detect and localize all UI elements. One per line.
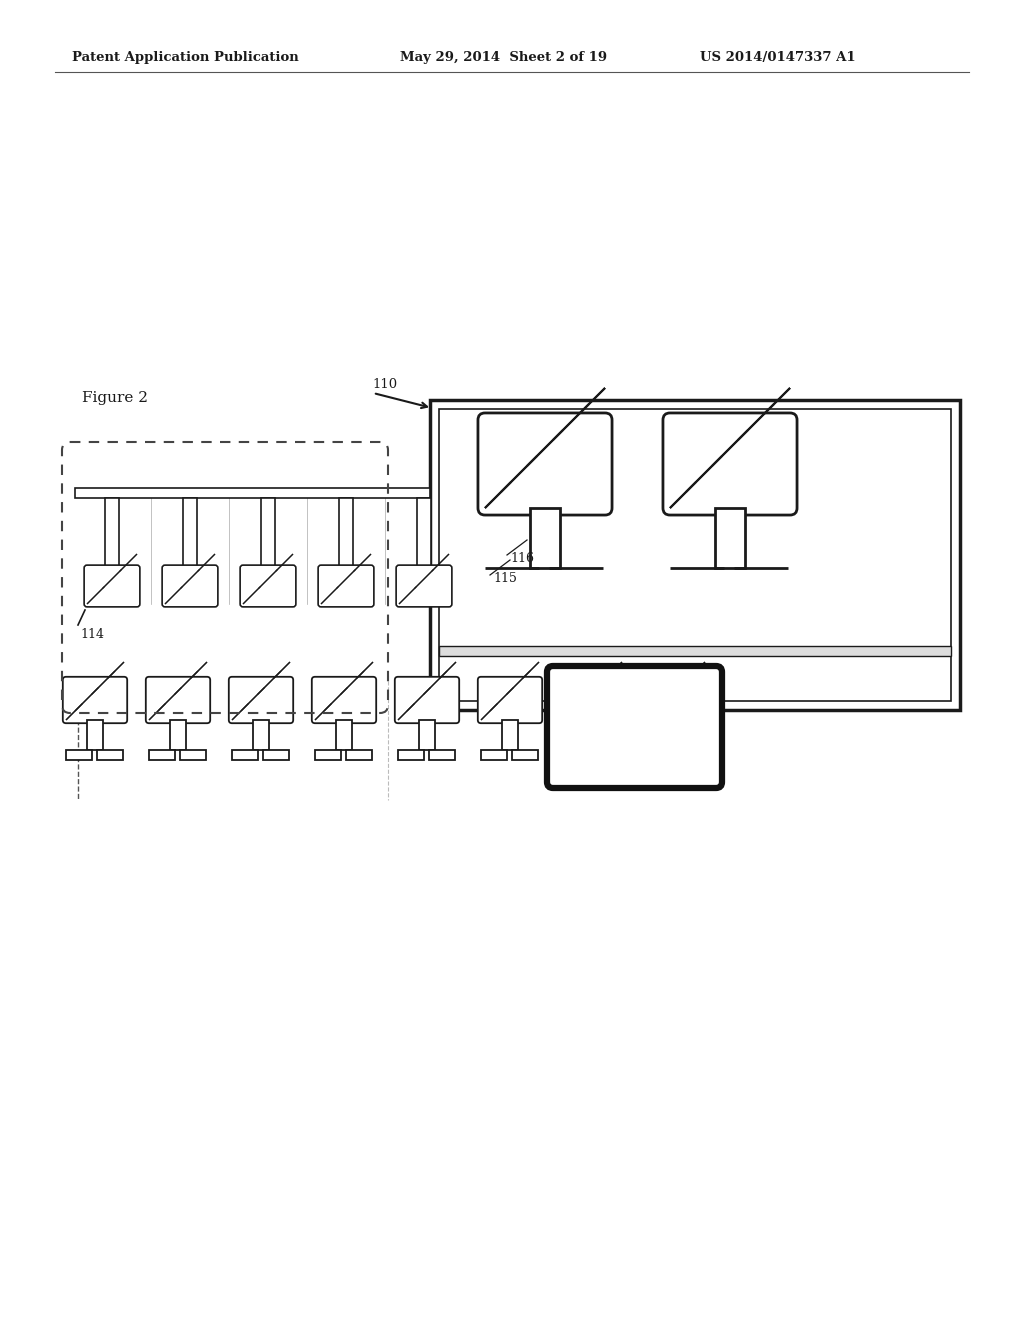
FancyBboxPatch shape (478, 677, 542, 723)
Bar (429, 750, 455, 760)
Text: 110: 110 (372, 379, 397, 392)
Bar (75, 488, 430, 498)
FancyBboxPatch shape (561, 677, 626, 723)
Bar (183, 498, 197, 568)
Bar (678, 750, 705, 760)
Bar (595, 750, 621, 760)
Bar (564, 750, 590, 760)
Bar (96, 750, 123, 760)
Bar (715, 508, 745, 568)
Bar (512, 750, 538, 760)
FancyBboxPatch shape (84, 565, 140, 607)
FancyBboxPatch shape (396, 565, 452, 607)
Bar (180, 750, 206, 760)
Bar (585, 719, 601, 750)
Text: Figure 2: Figure 2 (82, 391, 148, 405)
Bar (261, 498, 275, 568)
Bar (263, 750, 289, 760)
Bar (530, 508, 560, 568)
FancyBboxPatch shape (644, 677, 709, 723)
Text: 116: 116 (510, 552, 534, 565)
FancyBboxPatch shape (145, 677, 210, 723)
FancyBboxPatch shape (547, 667, 722, 788)
Bar (339, 498, 353, 568)
Bar (398, 750, 424, 760)
Bar (150, 750, 175, 760)
Bar (232, 750, 258, 760)
Text: 114: 114 (80, 628, 104, 642)
FancyBboxPatch shape (395, 677, 459, 723)
FancyBboxPatch shape (478, 413, 612, 515)
Bar (170, 719, 186, 750)
FancyBboxPatch shape (311, 677, 376, 723)
Bar (346, 750, 372, 760)
Bar (66, 750, 92, 760)
FancyBboxPatch shape (62, 677, 127, 723)
Bar (439, 409, 951, 701)
FancyBboxPatch shape (318, 565, 374, 607)
Text: 115: 115 (493, 572, 517, 585)
Bar (105, 498, 119, 568)
FancyBboxPatch shape (228, 677, 293, 723)
Bar (502, 719, 518, 750)
Bar (315, 750, 341, 760)
Bar (647, 750, 673, 760)
Bar (417, 498, 431, 568)
Bar (668, 719, 684, 750)
Text: Patent Application Publication: Patent Application Publication (72, 51, 299, 65)
Text: May 29, 2014  Sheet 2 of 19: May 29, 2014 Sheet 2 of 19 (400, 51, 607, 65)
Bar (419, 719, 435, 750)
Text: US 2014/0147337 A1: US 2014/0147337 A1 (700, 51, 856, 65)
Bar (481, 750, 507, 760)
FancyBboxPatch shape (663, 413, 797, 515)
FancyBboxPatch shape (162, 565, 218, 607)
Bar (253, 719, 269, 750)
Bar (439, 645, 951, 656)
FancyBboxPatch shape (240, 565, 296, 607)
Bar (336, 719, 352, 750)
Bar (430, 400, 961, 710)
Bar (87, 719, 103, 750)
